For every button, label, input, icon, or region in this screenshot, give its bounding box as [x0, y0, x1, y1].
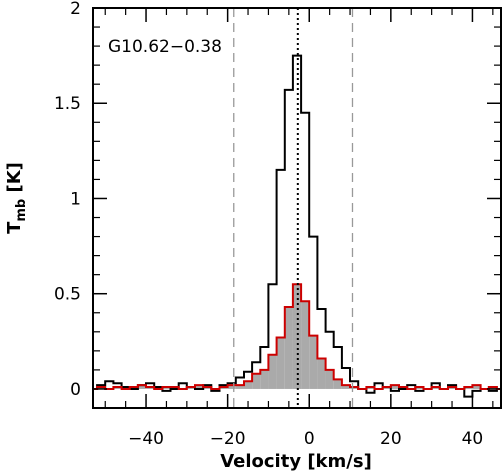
x-tick-label-0: −40: [128, 429, 164, 449]
plot-frame: [92, 7, 502, 409]
fill-bar-6: [137, 385, 147, 389]
y-tick-label-1: 0.5: [54, 285, 81, 305]
spectrum-lines: [93, 54, 501, 398]
velocity-markers: [233, 8, 354, 408]
y-tick-label-2: 1: [70, 189, 81, 209]
y-tick-label-4: 2: [70, 0, 81, 19]
fill-bar-21: [260, 369, 269, 389]
x-axis-label: Velocity [km/s]: [220, 451, 372, 471]
y-tick-label-0: 0: [70, 380, 81, 400]
fill-bar-18: [235, 385, 244, 389]
source-label: G10.62−0.38: [108, 37, 222, 57]
fill-bar-19: [243, 381, 253, 389]
series-line-0: [93, 54, 501, 398]
y-axis-label-sub: mb: [14, 199, 29, 222]
fill-bar-31: [341, 385, 351, 389]
fill-bar-20: [252, 373, 261, 389]
y-axis-label: Tmb [K]: [4, 162, 29, 234]
fill-bar-30: [333, 379, 342, 389]
y-axis-label-unit: [K]: [4, 162, 25, 199]
fill-bar-28: [317, 358, 326, 389]
fill-bar-37: [390, 385, 399, 389]
axis-ticks: [93, 7, 501, 408]
tick-labels: −40 −20 0 20 40 0 0.5 1 1.5 2: [54, 0, 483, 449]
fill-bar-25: [292, 284, 302, 389]
fill-bar-24: [284, 307, 293, 389]
fill-bar-27: [309, 335, 318, 389]
x-tick-label-1: −20: [210, 429, 246, 449]
fill-bar-23: [276, 337, 285, 389]
x-tick-label-2: 0: [304, 429, 315, 449]
x-tick-label-3: 20: [380, 429, 402, 449]
fill-bar-22: [268, 354, 277, 389]
x-tick-label-4: 40: [462, 429, 484, 449]
fill-bar-29: [325, 369, 334, 389]
fill-bar-17: [227, 385, 236, 389]
series-line-1: [93, 283, 501, 390]
y-axis-label-main: T: [4, 221, 25, 234]
fill-bar-13: [195, 385, 204, 389]
y-tick-label-3: 1.5: [54, 94, 81, 114]
fill-bar-26: [301, 301, 310, 389]
fill-bar-47: [472, 385, 481, 389]
